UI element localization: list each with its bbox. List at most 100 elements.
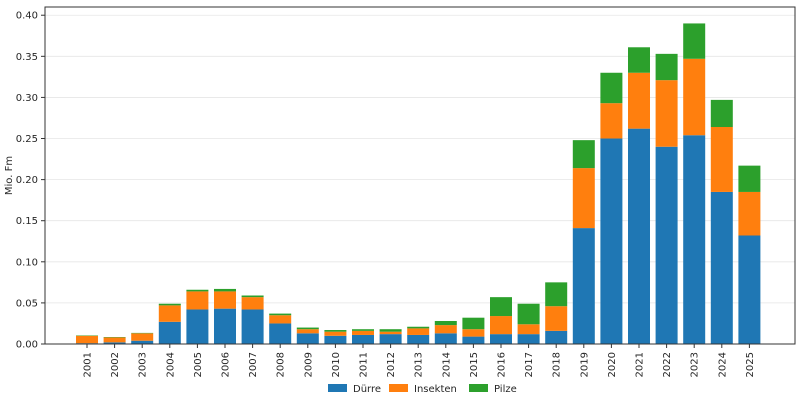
bar-insekten-2002 [103, 337, 126, 343]
bar-dürre-2006 [214, 308, 236, 344]
bar-insekten-2017 [517, 324, 540, 335]
bar-pilze-2006 [214, 288, 236, 292]
bar-insekten-2008 [269, 315, 292, 324]
x-tick-label: 2001 [83, 352, 94, 377]
bar-dürre-2014 [434, 333, 457, 344]
bar-dürre-2019 [572, 228, 595, 344]
y-tick-label: 0.30 [16, 93, 38, 104]
bar-dürre-2009 [296, 333, 319, 344]
x-tick-label: 2009 [303, 352, 314, 377]
bar-dürre-2024 [710, 191, 733, 344]
bar-dürre-2021 [628, 128, 650, 344]
x-tick-label: 2017 [524, 352, 535, 377]
bar-pilze-2012 [379, 329, 402, 332]
bar-pilze-2016 [490, 297, 512, 317]
bar-pilze-2010 [324, 330, 347, 332]
y-tick-label: 0.15 [16, 216, 38, 227]
x-tick-label: 2019 [579, 352, 590, 377]
bar-insekten-2025 [738, 191, 761, 236]
bar-insekten-2016 [490, 316, 512, 335]
bar-dürre-2017 [517, 334, 540, 344]
legend: Dürre Insekten Pilze [328, 384, 517, 395]
x-tick-label: 2021 [635, 352, 646, 377]
bar-dürre-2007 [241, 309, 264, 344]
bar-pilze-2025 [738, 165, 761, 192]
bar-insekten-2004 [158, 305, 181, 322]
x-tick-label: 2010 [331, 352, 342, 377]
legend-label-dürre: Dürre [353, 384, 381, 395]
x-tick-label: 2020 [607, 352, 618, 377]
x-tick-label: 2013 [414, 352, 425, 377]
bar-dürre-2008 [269, 323, 292, 344]
y-axis-ticks: 0.00 0.05 0.10 0.15 0.20 0.25 0.30 0.35 0.40 [16, 11, 45, 351]
bar-dürre-2025 [738, 235, 761, 344]
x-tick-label: 2022 [662, 352, 673, 377]
bar-pilze-2007 [241, 295, 264, 298]
bar-insekten-2020 [600, 103, 623, 139]
bar-pilze-2013 [407, 326, 430, 329]
plot-frame [44, 6, 796, 345]
bar-pilze-2020 [600, 72, 623, 104]
y-tick-label: 0.35 [16, 52, 38, 63]
bar-pilze-2015 [462, 317, 485, 330]
x-tick-label: 2015 [469, 352, 480, 377]
bar-pilze-2019 [572, 140, 595, 169]
bar-insekten-2015 [462, 329, 485, 337]
bar-pilze-2014 [434, 320, 457, 326]
bar-pilze-2008 [269, 313, 292, 316]
bar-pilze-2022 [655, 53, 678, 81]
bar-dürre-2015 [462, 336, 485, 344]
y-tick-label: 0.10 [16, 257, 38, 268]
x-tick-label: 2018 [552, 352, 563, 377]
bar-insekten-2006 [214, 291, 236, 309]
bar-dürre-2016 [490, 334, 512, 344]
bar-insekten-2013 [407, 328, 430, 335]
bar-insekten-2001 [76, 335, 98, 344]
bar-dürre-2004 [158, 321, 181, 344]
bar-pilze-2024 [710, 99, 733, 128]
legend-label-insekten: Insekten [414, 384, 457, 395]
bars [76, 23, 761, 344]
x-tick-label: 2006 [221, 352, 232, 377]
bar-insekten-2021 [628, 72, 650, 129]
x-axis-ticks: 2001 2002 2003 2004 2005 2006 2007 2008 2009 2010… [83, 344, 756, 377]
bar-insekten-2024 [710, 127, 733, 192]
x-tick-label: 2016 [497, 352, 508, 377]
legend-swatch-dürre [328, 384, 347, 392]
bar-dürre-2005 [186, 309, 209, 344]
x-tick-label: 2025 [745, 352, 756, 377]
bar-dürre-2022 [655, 146, 678, 344]
bar-insekten-2011 [352, 330, 374, 335]
bar-insekten-2023 [683, 58, 706, 136]
bar-dürre-2020 [600, 138, 623, 344]
bar-insekten-2009 [296, 329, 319, 334]
y-tick-label: 0.20 [16, 175, 38, 186]
bar-insekten-2007 [241, 297, 264, 310]
y-axis-label: Mio. Fm [4, 156, 15, 195]
x-tick-label: 2004 [165, 352, 176, 377]
legend-swatch-insekten [389, 384, 408, 392]
x-tick-label: 2023 [690, 352, 701, 377]
x-tick-label: 2003 [138, 352, 149, 377]
bar-pilze-2023 [683, 23, 706, 59]
y-tick-label: 0.00 [16, 340, 38, 351]
bar-dürre-2003 [131, 340, 154, 344]
bar-pilze-2018 [545, 282, 568, 307]
x-tick-label: 2011 [359, 352, 370, 377]
bar-pilze-2017 [517, 303, 540, 325]
bar-pilze-2005 [186, 289, 209, 292]
bar-insekten-2012 [379, 331, 402, 335]
bar-pilze-2011 [352, 329, 374, 331]
bar-dürre-2023 [683, 135, 706, 344]
x-tick-label: 2024 [717, 352, 728, 377]
bar-dürre-2010 [324, 335, 347, 344]
bar-pilze-2004 [158, 303, 181, 306]
x-tick-label: 2007 [248, 352, 259, 377]
y-tick-label: 0.40 [16, 11, 38, 22]
bar-insekten-2010 [324, 331, 347, 336]
legend-label-pilze: Pilze [494, 384, 517, 395]
x-tick-label: 2005 [193, 352, 204, 377]
bar-dürre-2013 [407, 334, 430, 344]
bar-insekten-2019 [572, 168, 595, 229]
